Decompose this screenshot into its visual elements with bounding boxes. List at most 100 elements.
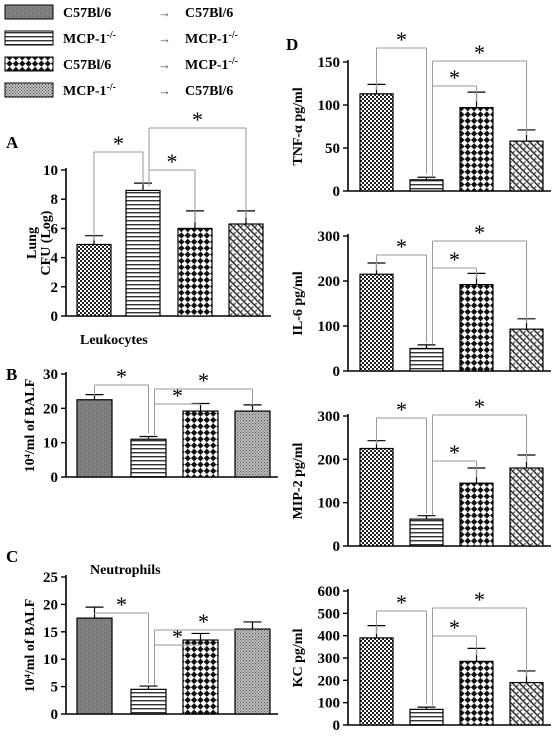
significance-bracket: * bbox=[93, 131, 144, 241]
y-tick-label: 100 bbox=[318, 98, 341, 114]
y-axis-label: TNF-α pg/ml bbox=[291, 87, 306, 165]
significance-bracket: * bbox=[376, 397, 427, 514]
bar bbox=[459, 106, 494, 192]
legend-arrow: → bbox=[158, 31, 171, 46]
bar bbox=[359, 637, 394, 726]
significance-bracket: * bbox=[154, 368, 253, 436]
significance-star: * bbox=[474, 394, 485, 419]
legend-recipient-sup: -/- bbox=[229, 56, 238, 67]
significance-star: * bbox=[192, 107, 203, 132]
y-tick-label: 500 bbox=[318, 606, 341, 622]
y-tick-label: 100 bbox=[318, 696, 341, 712]
significance-star: * bbox=[198, 368, 209, 393]
y-tick-label: 0 bbox=[333, 718, 341, 734]
y-tick-label: 0 bbox=[333, 364, 341, 380]
bar bbox=[459, 284, 494, 372]
y-tick-label: 20 bbox=[43, 597, 58, 613]
panel-letter: C bbox=[6, 547, 18, 566]
significance-bracket: * bbox=[376, 590, 427, 704]
legend-item: C57Bl/6 → C57Bl/6 bbox=[4, 4, 233, 21]
y-tick-label: 200 bbox=[318, 452, 341, 468]
panel-heading: Neutrophils bbox=[90, 563, 161, 578]
y-axis-label: IL-6 pg/ml bbox=[291, 271, 306, 335]
panel-letter: D bbox=[286, 35, 298, 54]
legend-swatch bbox=[4, 4, 54, 20]
significance-bracket: * bbox=[94, 592, 149, 684]
chart-panel-d3: 0 100 200 300 MIP-2 pg/ml * * * bbox=[291, 394, 551, 555]
bar bbox=[409, 347, 444, 372]
y-tick-label: 2 bbox=[51, 280, 59, 296]
y-tick-label: 0 bbox=[333, 184, 341, 200]
significance-star: * bbox=[113, 131, 124, 156]
significance-star: * bbox=[172, 383, 183, 408]
panel-letter: A bbox=[6, 133, 19, 152]
legend-recipient-label: C57Bl/6 bbox=[185, 84, 233, 99]
significance-star: * bbox=[474, 40, 485, 65]
bar bbox=[177, 227, 213, 317]
y-tick-label: 10 bbox=[43, 436, 58, 452]
legend-arrow: → bbox=[158, 83, 171, 98]
y-tick-label: 0 bbox=[51, 309, 59, 325]
bar bbox=[409, 708, 444, 726]
chart-panel-d4: 0 100 200 300 400 500 600 KC pg/ml * * * bbox=[291, 584, 551, 734]
y-axis-label: Lung bbox=[25, 227, 40, 259]
legend-recipient-sup: -/- bbox=[229, 30, 238, 41]
y-tick-label: 300 bbox=[318, 409, 341, 425]
y-tick-label: 200 bbox=[318, 673, 341, 689]
chart-panel-c: C Neutrophils 0 5 10 15 20 25 10⁴/ml of BALF * * * bbox=[6, 547, 278, 723]
legend-item: MCP-1-/- → MCP-1-/- bbox=[4, 30, 238, 47]
significance-star: * bbox=[396, 590, 407, 615]
panel-heading: Leukocytes bbox=[80, 333, 148, 348]
bar bbox=[234, 628, 271, 715]
bar bbox=[182, 410, 219, 478]
y-tick-label: 5 bbox=[51, 680, 59, 696]
y-tick-label: 100 bbox=[318, 319, 341, 335]
significance-bracket: * bbox=[154, 609, 253, 686]
y-tick-label: 15 bbox=[43, 625, 58, 641]
chart-panel-d2: 0 100 200 300 IL-6 pg/ml * * * bbox=[291, 220, 551, 380]
y-tick-label: 400 bbox=[318, 629, 341, 645]
bar bbox=[125, 189, 161, 317]
y-tick-label: 20 bbox=[43, 401, 58, 417]
y-tick-label: 0 bbox=[51, 470, 59, 486]
bar bbox=[509, 681, 544, 726]
significance-bracket: * bbox=[376, 27, 427, 174]
legend-arrow: → bbox=[158, 57, 171, 72]
significance-bracket: * bbox=[432, 220, 527, 345]
legend-recipient-label: C57Bl/6 bbox=[185, 6, 233, 21]
y-tick-label: 300 bbox=[318, 229, 341, 245]
bar bbox=[509, 328, 544, 372]
legend-recipient-label: MCP-1-/- bbox=[185, 30, 238, 47]
legend-swatch bbox=[4, 56, 54, 72]
y-tick-label: 600 bbox=[318, 584, 341, 600]
y-tick-label: 10 bbox=[43, 652, 58, 668]
bar bbox=[76, 617, 113, 715]
y-tick-label: 0 bbox=[333, 539, 341, 555]
bar bbox=[130, 688, 167, 715]
significance-star: * bbox=[396, 234, 407, 259]
significance-star: * bbox=[396, 27, 407, 52]
y-tick-label: 25 bbox=[43, 570, 58, 586]
y-axis-label: 10⁴/ml of BALF bbox=[23, 379, 38, 473]
y-tick-label: 300 bbox=[318, 651, 341, 667]
y-axis-label: KC pg/ml bbox=[291, 629, 306, 688]
y-tick-label: 8 bbox=[51, 192, 59, 208]
significance-bracket: * bbox=[376, 234, 427, 343]
chart-panel-b: B Leukocytes 0 10 20 30 10⁴/ml of BALF * * * bbox=[6, 333, 278, 486]
y-axis-label: CFU (Log) bbox=[39, 210, 54, 275]
bar bbox=[76, 243, 112, 317]
chart-panel-a: A 0 2 4 6 8 10 Lung CFU (Log) * * * bbox=[6, 107, 271, 325]
chart-panel-d1: D 0 50 100 150 TNF-α pg/ml * * * bbox=[286, 27, 551, 200]
bar bbox=[509, 140, 544, 192]
y-axis-label: 10⁴/ml of BALF bbox=[23, 599, 38, 693]
legend-donor-label: MCP-1-/- bbox=[63, 82, 116, 99]
bar bbox=[234, 410, 271, 478]
significance-bracket: * bbox=[148, 107, 247, 219]
significance-star: * bbox=[474, 587, 485, 612]
y-tick-label: 4 bbox=[51, 251, 59, 267]
significance-star: * bbox=[116, 592, 127, 617]
y-tick-label: 10 bbox=[43, 163, 58, 179]
bar bbox=[509, 467, 544, 547]
legend: C57Bl/6 → C57Bl/6 MCP-1-/- → MCP-1-/- C57Bl/6 →… bbox=[4, 4, 238, 99]
